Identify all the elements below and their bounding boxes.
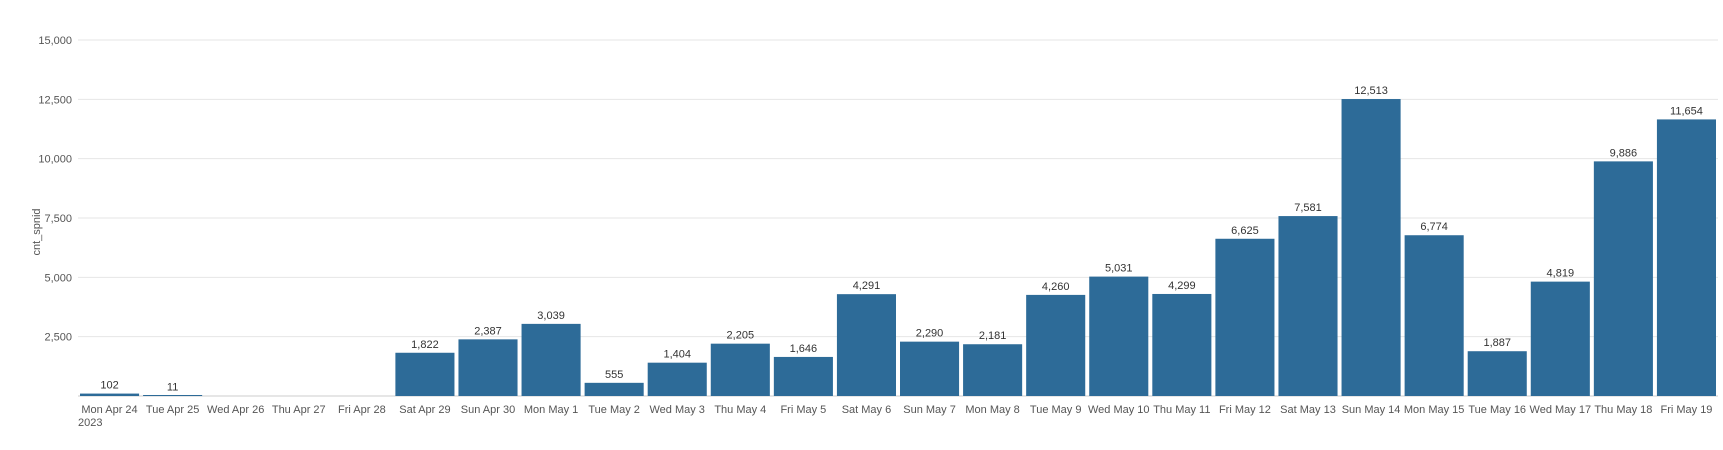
x-tick-label: Wed Apr 26 [207, 404, 264, 416]
bar [963, 344, 1023, 396]
data-label: 2,290 [916, 328, 944, 340]
data-label: 2,205 [727, 330, 755, 342]
bar [1215, 238, 1275, 396]
y-tick-label: 15,000 [38, 35, 72, 47]
x-tick-label: Fri May 5 [780, 404, 826, 416]
data-label: 9,886 [1610, 147, 1638, 159]
x-tick-label: Thu May 4 [714, 404, 766, 416]
bar [647, 362, 707, 396]
x-tick-label: Fri Apr 28 [338, 404, 386, 416]
bar [1467, 351, 1527, 396]
data-label: 6,625 [1231, 225, 1259, 237]
bar [458, 339, 518, 396]
x-tick-label: Sun May 7 [903, 404, 956, 416]
data-label: 11 [167, 382, 178, 394]
bar [80, 393, 140, 396]
data-label: 1,404 [663, 349, 691, 361]
x-axis-year-label: 2023 [78, 417, 102, 429]
bar [1026, 294, 1086, 396]
data-label: 4,299 [1168, 280, 1196, 292]
x-tick-label: Wed May 10 [1088, 404, 1150, 416]
data-label: 102 [100, 380, 118, 392]
data-labels: 102 11 1,822 2,387 3,039 555 1,404 2,205 1,646 4,… [100, 85, 1703, 394]
data-label: 1,822 [411, 339, 439, 351]
data-label: 12,513 [1354, 85, 1388, 97]
x-tick-label: Sun May 14 [1342, 404, 1401, 416]
data-label: 2,387 [474, 325, 502, 337]
x-tick-label: Tue Apr 25 [146, 404, 199, 416]
data-label: 11,654 [1670, 105, 1703, 117]
data-label: 555 [605, 369, 623, 381]
data-label: 1,646 [790, 343, 818, 355]
y-tick-label: 12,500 [38, 94, 72, 106]
bar [143, 395, 203, 396]
y-axis-ticks: 2,500 5,000 7,500 10,000 12,500 15,000 [38, 35, 72, 344]
x-tick-label: Thu Apr 27 [272, 404, 326, 416]
bar [1656, 119, 1716, 396]
bar [1593, 161, 1653, 396]
data-label: 2,181 [979, 330, 1007, 342]
x-tick-label: Mon May 8 [965, 404, 1019, 416]
x-tick-label: Thu May 11 [1153, 404, 1210, 416]
bar [710, 343, 770, 396]
x-axis-ticks: Mon Apr 24 Tue Apr 25 Wed Apr 26 Thu Apr 27… [81, 404, 1712, 416]
bars [80, 99, 1716, 396]
data-label: 5,031 [1105, 263, 1133, 275]
y-tick-label: 7,500 [44, 213, 72, 225]
bar [1152, 293, 1212, 396]
x-tick-label: Wed May 17 [1530, 404, 1592, 416]
x-tick-label: Tue May 9 [1030, 404, 1082, 416]
x-tick-label: Sun Apr 30 [461, 404, 515, 416]
x-tick-label: Thu May 18 [1594, 404, 1652, 416]
bar [584, 382, 644, 396]
gridlines [78, 39, 1718, 397]
data-label: 4,819 [1547, 268, 1575, 280]
data-label: 1,887 [1483, 337, 1511, 349]
x-tick-label: Fri May 19 [1660, 404, 1712, 416]
data-label: 4,291 [853, 280, 881, 292]
x-tick-label: Tue May 16 [1468, 404, 1526, 416]
bar [1341, 99, 1401, 396]
x-tick-label: Tue May 2 [588, 404, 640, 416]
bar [836, 294, 896, 396]
x-tick-label: Sat Apr 29 [399, 404, 450, 416]
data-label: 3,039 [537, 310, 565, 322]
data-label: 7,581 [1294, 202, 1322, 214]
bar [1089, 276, 1149, 396]
x-tick-label: Mon May 15 [1404, 404, 1465, 416]
x-tick-label: Fri May 12 [1219, 404, 1271, 416]
y-tick-label: 2,500 [44, 332, 72, 344]
data-label: 4,260 [1042, 281, 1070, 293]
x-tick-label: Mon May 1 [524, 404, 578, 416]
x-tick-label: Mon Apr 24 [81, 404, 137, 416]
x-tick-label: Wed May 3 [650, 404, 705, 416]
bar [1278, 216, 1338, 396]
bar [1530, 281, 1590, 396]
y-axis-title: cnt_spnid [31, 208, 43, 255]
bar [1404, 235, 1464, 396]
y-tick-label: 10,000 [38, 154, 72, 166]
bar [900, 341, 960, 396]
bar [521, 323, 581, 396]
x-tick-label: Sat May 6 [842, 404, 892, 416]
y-tick-label: 5,000 [44, 272, 72, 284]
bar [773, 356, 833, 396]
x-tick-label: Sat May 13 [1280, 404, 1336, 416]
data-label: 6,774 [1420, 221, 1448, 233]
bar [395, 352, 455, 396]
